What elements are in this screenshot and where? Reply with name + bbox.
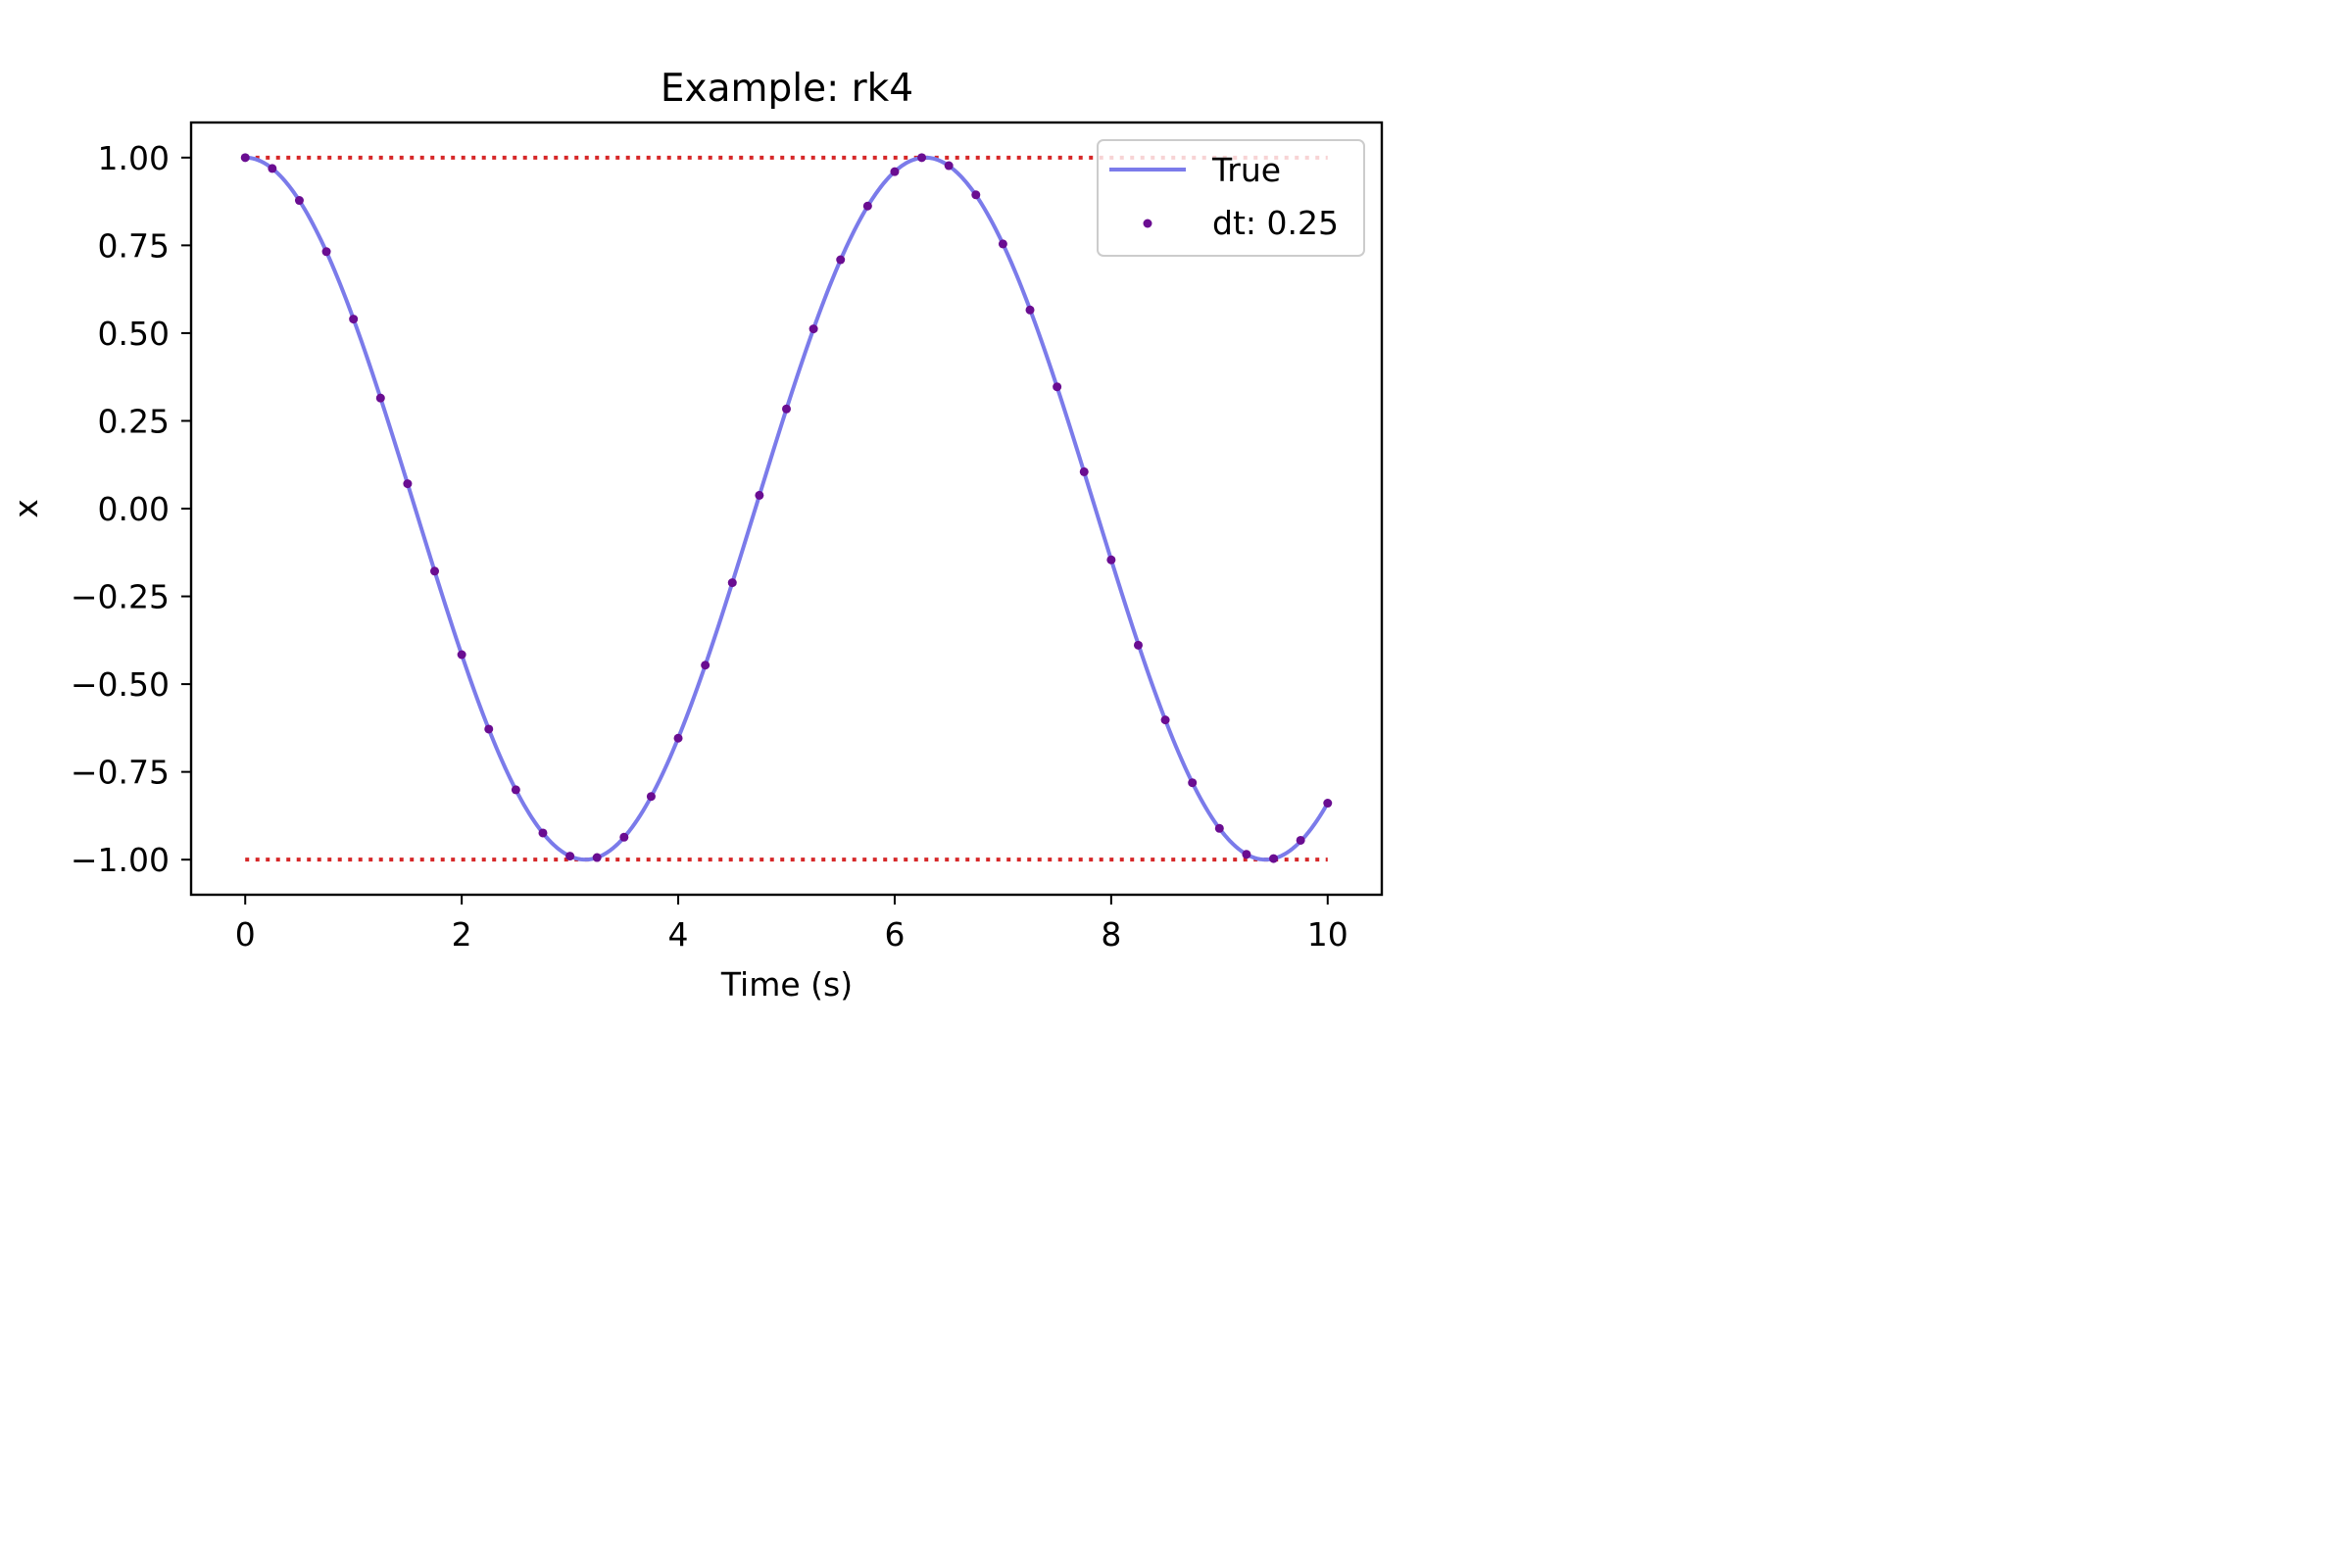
data-point: [673, 733, 683, 743]
data-point: [1053, 382, 1062, 392]
y-tick-label: 0.75: [98, 226, 170, 265]
data-point: [971, 190, 981, 200]
x-tick-label: 10: [1307, 915, 1348, 954]
legend-label-true: True: [1211, 151, 1281, 189]
data-point: [1296, 835, 1305, 845]
x-tick-label: 2: [452, 915, 472, 954]
y-tick-label: −0.75: [71, 754, 170, 792]
data-point: [430, 566, 440, 576]
data-point: [1160, 715, 1170, 725]
data-point: [1133, 640, 1143, 650]
data-point: [808, 324, 818, 334]
chart: Example: rk4 0 2 4 6 8 10 1.00 0.75 0.50 0.25 0.0…: [7, 67, 1384, 1004]
x-tick-label: 0: [235, 915, 256, 954]
true-curve: [245, 155, 1330, 862]
data-point: [1323, 799, 1333, 808]
data-point: [944, 161, 954, 171]
y-axis-label: x: [7, 499, 45, 518]
reference-lines: [245, 155, 1328, 862]
y-tick-label: 0.50: [98, 315, 170, 353]
data-point: [1242, 850, 1251, 859]
data-point: [511, 785, 520, 795]
y-tick-label: 0.00: [98, 490, 170, 528]
data-point: [484, 724, 494, 734]
data-point: [890, 167, 900, 176]
y-tick-label: −0.50: [71, 665, 170, 704]
data-point: [1188, 778, 1198, 788]
data-point: [1025, 305, 1035, 315]
data-point: [727, 578, 737, 588]
data-point: [1269, 854, 1279, 863]
y-tick-label: −1.00: [71, 841, 170, 879]
data-point: [646, 792, 656, 802]
x-axis-ticks: 0 2 4 6 8 10: [235, 895, 1348, 954]
x-tick-label: 4: [668, 915, 689, 954]
data-point: [998, 239, 1007, 249]
legend: True dt: 0.25: [1097, 139, 1365, 257]
data-point: [917, 153, 927, 163]
data-point: [619, 832, 629, 842]
legend-swatch-dt: [1143, 219, 1152, 228]
data-point: [755, 490, 764, 500]
data-point: [538, 828, 548, 838]
scatter-points: [240, 153, 1333, 863]
data-point: [836, 255, 846, 265]
data-point: [782, 404, 791, 414]
data-point: [240, 153, 250, 163]
data-point: [403, 479, 413, 489]
series-line-true: [245, 155, 1330, 862]
data-point: [457, 650, 466, 660]
data-point: [375, 393, 385, 403]
data-point: [592, 853, 602, 862]
chart-title: Example: rk4: [661, 67, 913, 111]
y-axis-ticks: 1.00 0.75 0.50 0.25 0.00 −0.25 −0.50 −0.75 −1.00: [71, 139, 191, 879]
data-point: [565, 852, 575, 861]
data-point: [349, 315, 359, 324]
data-point: [321, 247, 331, 257]
data-point: [862, 201, 872, 211]
y-tick-label: 1.00: [98, 139, 170, 177]
y-tick-label: 0.25: [98, 402, 170, 440]
data-point: [294, 196, 304, 206]
data-point: [1106, 555, 1116, 564]
x-tick-label: 6: [884, 915, 905, 954]
data-point: [268, 164, 277, 173]
data-point: [701, 661, 710, 670]
legend-label-dt: dt: 0.25: [1212, 204, 1339, 242]
data-point: [1079, 466, 1089, 476]
x-tick-label: 8: [1101, 915, 1121, 954]
data-point: [1214, 823, 1224, 833]
x-axis-label: Time (s): [720, 965, 853, 1004]
y-tick-label: −0.25: [71, 578, 170, 616]
